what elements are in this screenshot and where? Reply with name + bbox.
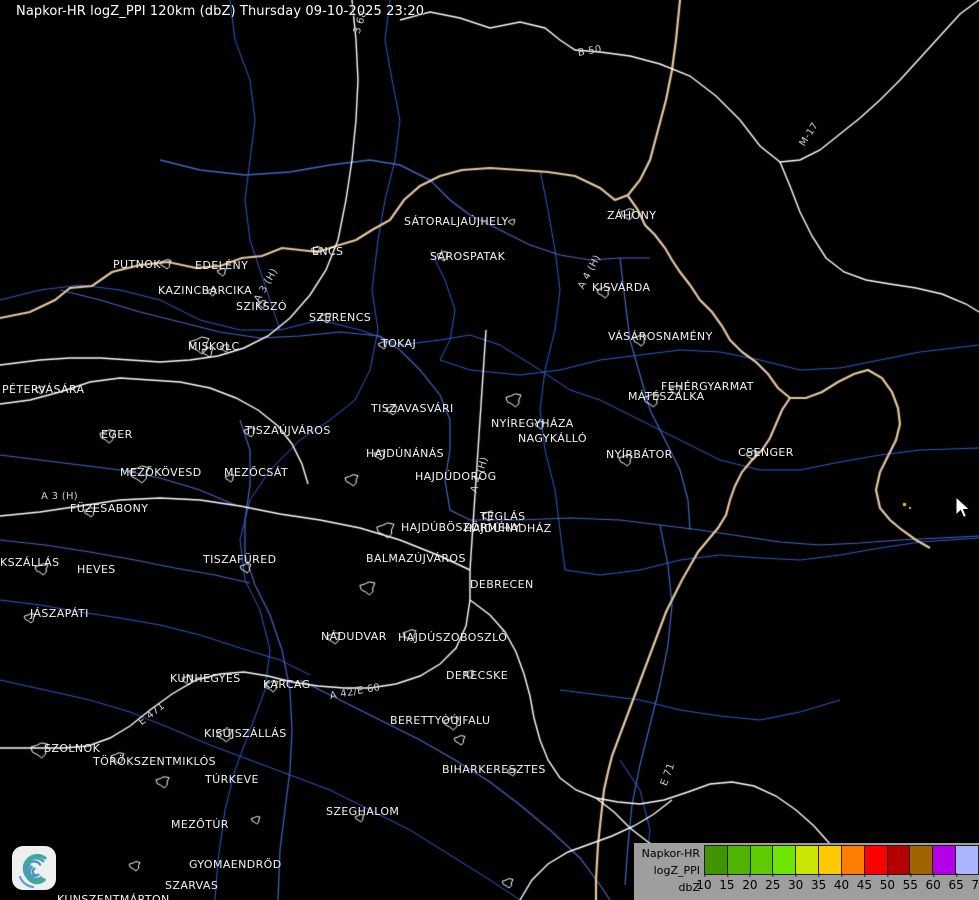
- legend-swatch-gold: [819, 846, 842, 874]
- legend-tick-labels: 10 15 20 25 30 35 40 45 50 55 60 65 70: [696, 873, 979, 897]
- legend-tick-60: 60: [926, 873, 941, 895]
- legend-swatch-lime: [773, 846, 797, 874]
- legend-swatch-orange: [841, 846, 865, 874]
- legend-tick-65: 65: [948, 873, 964, 895]
- legend-swatch-light-lavender: [956, 846, 978, 874]
- spiral-swirl-logo[interactable]: [12, 846, 56, 890]
- legend-tick-45: 45: [857, 873, 872, 895]
- legend-scale: 10 15 20 25 30 35 40 45 50 55 60 65 70: [696, 843, 979, 900]
- legend-tick-50: 50: [880, 873, 895, 895]
- legend-swatch-dark-green: [705, 846, 728, 874]
- legend-tick-70: 70: [971, 875, 979, 895]
- legend-swatch-dark-red: [887, 846, 911, 874]
- legend-tick-30: 30: [788, 873, 803, 895]
- legend-swatch-magenta: [933, 846, 957, 874]
- dbz-color-legend[interactable]: Napkor-HR logZ_PPI dbZ 10 15 20 25 30 35 40 45 5…: [634, 843, 979, 900]
- legend-tick-20: 20: [742, 873, 757, 895]
- page-title: Napkor-HR logZ_PPI 120km (dbZ) Thursday …: [16, 4, 425, 19]
- legend-unit-label: dbZ: [678, 881, 700, 894]
- legend-tick-55: 55: [903, 873, 918, 895]
- road-label: A 3 (H): [41, 491, 78, 502]
- legend-product-name: logZ_PPI: [653, 864, 700, 877]
- legend-swatch-bright-green: [750, 846, 774, 874]
- legend-tick-35: 35: [811, 873, 826, 895]
- legend-swatch-brown: [910, 846, 934, 874]
- legend-swatch-green: [727, 846, 751, 874]
- legend-tick-40: 40: [834, 873, 849, 895]
- legend-tick-15: 15: [719, 873, 735, 895]
- legend-swatch-red: [864, 846, 888, 874]
- legend-tick-25: 25: [765, 873, 780, 895]
- legend-caption: Napkor-HR logZ_PPI dbZ: [634, 843, 704, 900]
- legend-swatch-yellow-green: [796, 846, 820, 874]
- legend-radar-name: Napkor-HR: [641, 847, 700, 860]
- legend-tick-10: 10: [696, 873, 712, 895]
- legend-swatch-strip: [704, 845, 979, 875]
